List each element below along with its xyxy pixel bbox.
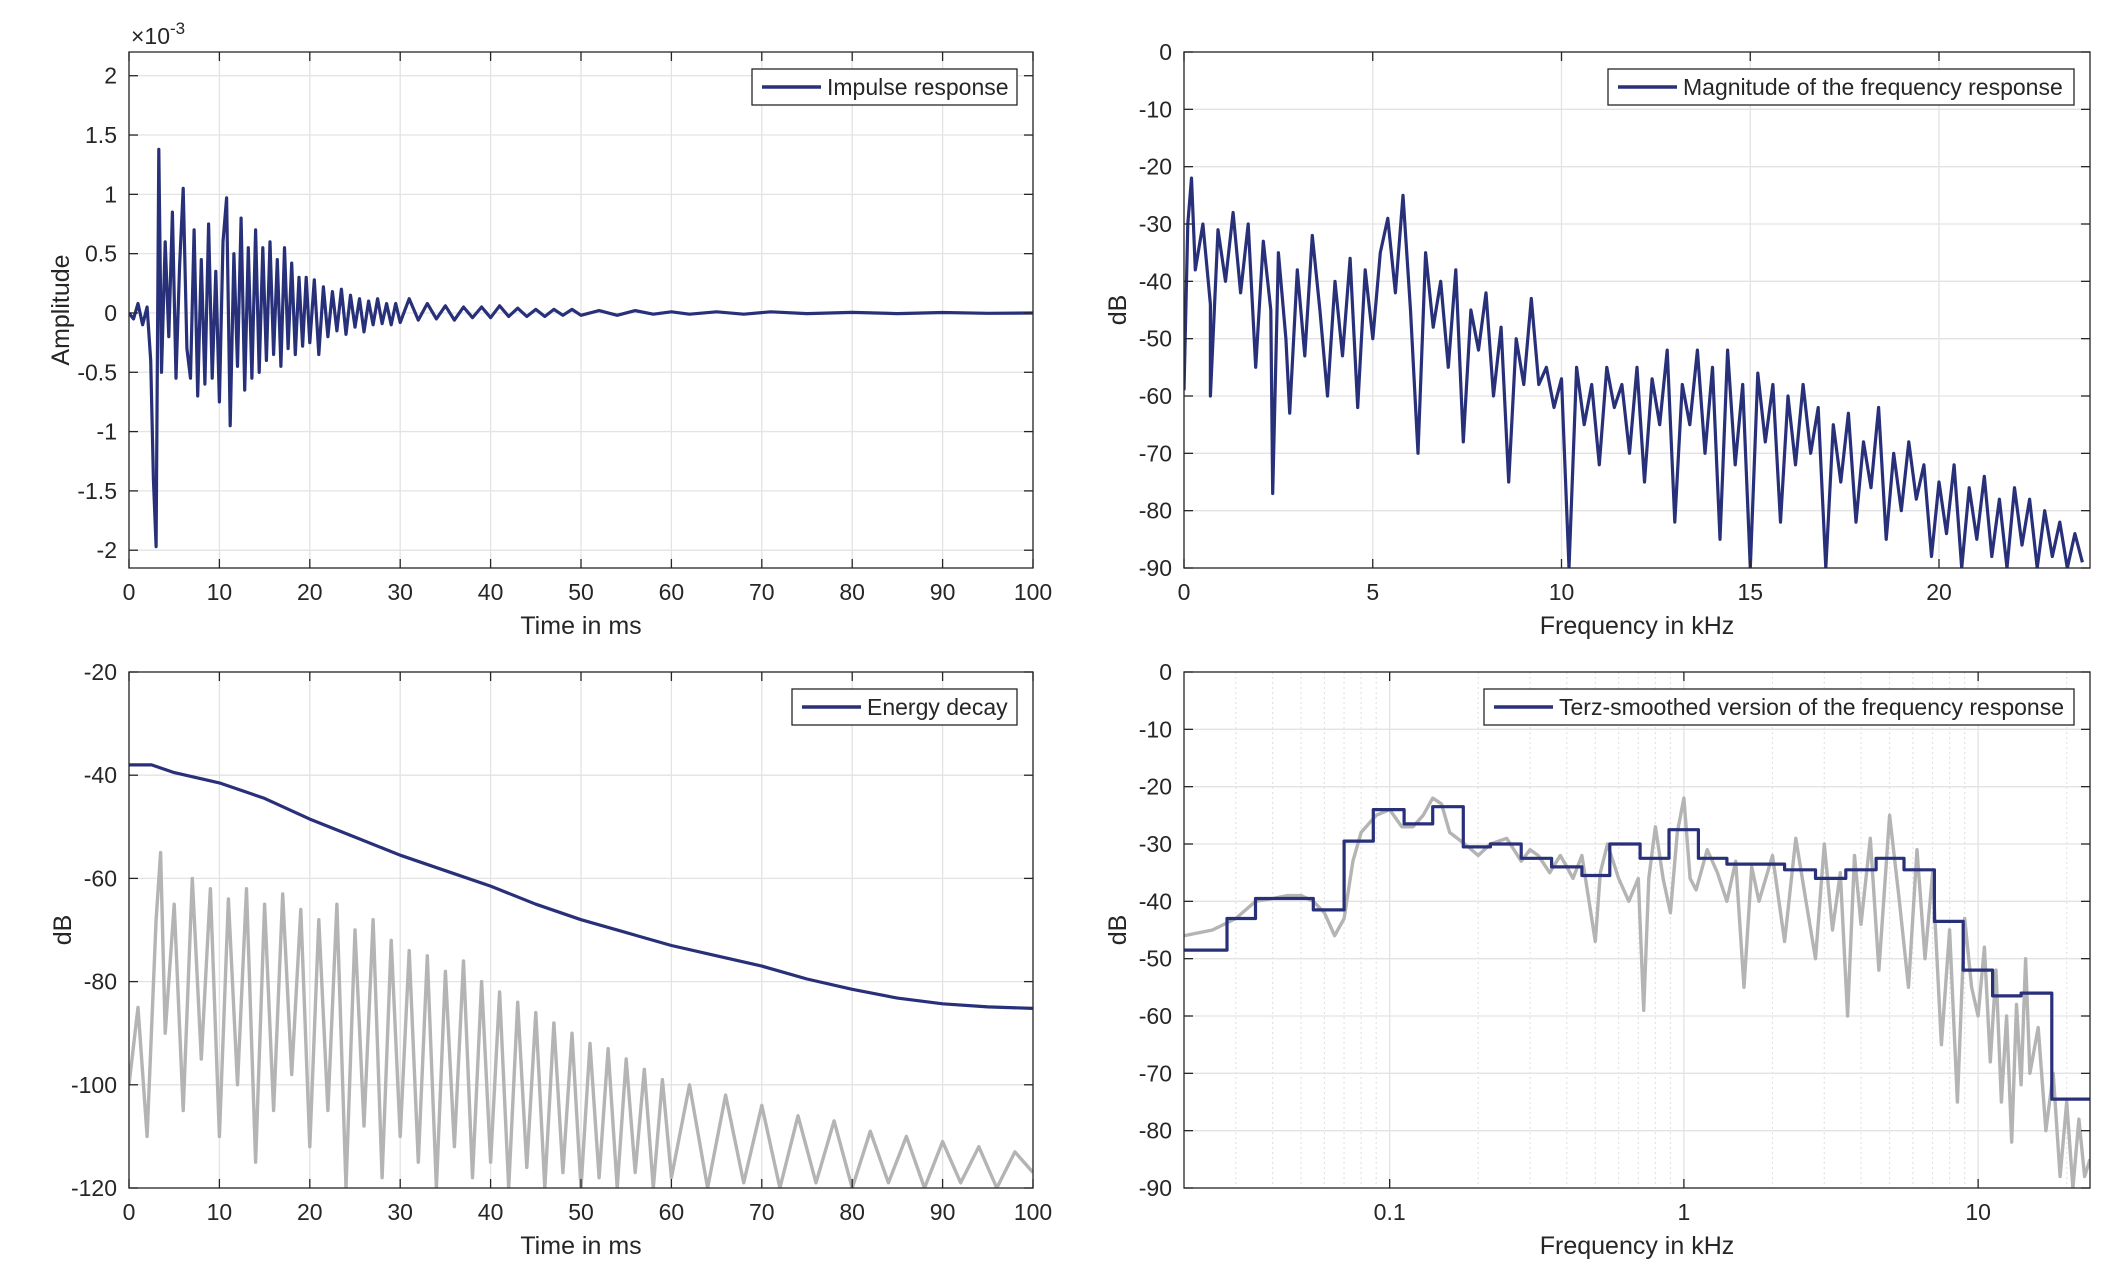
y-tick-label: -0.5 — [77, 359, 117, 385]
y-tick-label: -80 — [1139, 498, 1172, 524]
x-tick-label: 10 — [1549, 579, 1575, 605]
y-tick-label: 0 — [1159, 39, 1172, 65]
x-tick-label: 70 — [749, 1199, 775, 1225]
y-axis-label: Amplitude — [47, 254, 75, 365]
series-line-terz-smoothed-version-of-the-frequency-response — [1184, 805, 2090, 1101]
legend-label: Terz-smoothed version of the frequency r… — [1559, 694, 2064, 720]
x-tick-label: 0 — [123, 579, 136, 605]
y-tick-label: -90 — [1139, 555, 1172, 581]
x-tick-label: 100 — [1014, 579, 1052, 605]
chart-energy: 0 10 20 30 40 50 60 70 80 90 100 -20 -40 -60 -80 -100 -1… — [49, 659, 1052, 1260]
exponent-power: -3 — [170, 19, 185, 38]
x-tick-label: 50 — [568, 1199, 594, 1225]
x-tick-label: 100 — [1014, 1199, 1052, 1225]
chart-magnitude: 0 5 10 15 20 0 -10 -20 -30 -40 -50 -60 -70 -80 -90 Freq… — [1104, 39, 2091, 640]
axes-box — [1183, 51, 2091, 569]
x-tick-label: 80 — [839, 1199, 865, 1225]
x-tick-label: 0 — [1178, 579, 1191, 605]
x-tick-label: 10 — [207, 579, 233, 605]
legend-box — [1483, 688, 2075, 726]
x-tick-label: 90 — [930, 579, 956, 605]
x-tick-label: 90 — [930, 1199, 956, 1225]
y-tick-label: 1.5 — [85, 122, 117, 148]
y-tick-label: -50 — [1139, 326, 1172, 352]
x-tick-label: 10 — [1965, 1199, 1991, 1225]
y-tick-label: -80 — [1139, 1118, 1172, 1144]
y-tick-label: -1 — [97, 419, 117, 445]
x-tick-label: 20 — [297, 579, 323, 605]
y-tick-label: -60 — [84, 865, 117, 891]
y-tick-label: -30 — [1139, 831, 1172, 857]
legend: Impulse response — [751, 68, 1018, 106]
x-tick-label: 30 — [387, 579, 413, 605]
x-tick-label: 60 — [659, 579, 685, 605]
x-tick-label: 70 — [749, 579, 775, 605]
legend: Energy decay — [791, 688, 1018, 726]
y-axis-label: dB — [49, 915, 77, 946]
series-line-impulse-response — [129, 147, 1033, 549]
x-tick-label: 20 — [297, 1199, 323, 1225]
legend: Magnitude of the frequency response — [1607, 68, 2075, 106]
y-tick-label: -40 — [1139, 268, 1172, 294]
chart-terz: 0.1 1 10 0 -10 -20 -30 -40 -50 -60 -70 -80 -90 Freque… — [1104, 659, 2091, 1260]
x-tick-label: 20 — [1926, 579, 1952, 605]
y-tick-label: -40 — [84, 762, 117, 788]
x-axis-label: Frequency in kHz — [1540, 612, 1735, 640]
y-tick-label: -1.5 — [77, 478, 117, 504]
x-tick-label: 0 — [123, 1199, 136, 1225]
y-tick-label: 2 — [104, 63, 117, 89]
y-tick-label: -50 — [1139, 946, 1172, 972]
y-tick-label: -30 — [1139, 211, 1172, 237]
y-tick-label: -10 — [1139, 716, 1172, 742]
axes-box — [1183, 671, 2091, 1189]
y-tick-label: -70 — [1139, 1060, 1172, 1086]
y-tick-label: 1 — [104, 181, 117, 207]
y-tick-label: -100 — [71, 1072, 117, 1098]
x-tick-label: 50 — [568, 579, 594, 605]
legend-label: Magnitude of the frequency response — [1683, 74, 2063, 100]
y-tick-label: -80 — [84, 969, 117, 995]
x-axis-label: Frequency in kHz — [1540, 1232, 1735, 1260]
y-tick-label: -20 — [1139, 154, 1172, 180]
y-tick-label: -20 — [1139, 774, 1172, 800]
series-line-energy-decay — [129, 763, 1033, 1010]
legend: Terz-smoothed version of the frequency r… — [1483, 688, 2075, 726]
y-tick-label: -2 — [97, 537, 117, 563]
y-tick-label: -90 — [1139, 1175, 1172, 1201]
x-tick-label: 80 — [839, 579, 865, 605]
exponent-base: ×10 — [131, 23, 170, 49]
x-tick-label: 1 — [1677, 1199, 1690, 1225]
y-axis-label: dB — [1104, 915, 1132, 946]
y-tick-label: -120 — [71, 1175, 117, 1201]
y-exponent-label: ×10-3 — [131, 19, 185, 49]
x-tick-label: 40 — [478, 1199, 504, 1225]
y-tick-label: 0 — [104, 300, 117, 326]
y-tick-label: -70 — [1139, 440, 1172, 466]
y-tick-label: -10 — [1139, 96, 1172, 122]
legend-box — [1607, 68, 2075, 106]
x-tick-label: 0.1 — [1374, 1199, 1406, 1225]
legend-label: Impulse response — [827, 74, 1009, 100]
y-tick-label: -20 — [84, 659, 117, 685]
legend-label: Energy decay — [867, 694, 1008, 720]
x-tick-label: 10 — [207, 1199, 233, 1225]
y-tick-label: 0 — [1159, 659, 1172, 685]
x-tick-label: 30 — [387, 1199, 413, 1225]
x-axis-label: Time in ms — [520, 612, 641, 640]
x-tick-label: 60 — [659, 1199, 685, 1225]
y-axis-label: dB — [1104, 295, 1132, 326]
x-axis-label: Time in ms — [520, 1232, 641, 1260]
series-line-raw-0 — [129, 850, 1033, 1188]
x-tick-label: 5 — [1366, 579, 1379, 605]
y-tick-label: -40 — [1139, 888, 1172, 914]
x-tick-label: 15 — [1737, 579, 1763, 605]
x-tick-label: 40 — [478, 579, 504, 605]
y-tick-label: 0.5 — [85, 241, 117, 267]
series-line-magnitude-of-the-frequency-response — [1184, 176, 2084, 568]
y-tick-label: -60 — [1139, 383, 1172, 409]
y-tick-label: -60 — [1139, 1003, 1172, 1029]
chart-impulse: 0 10 20 30 40 50 60 70 80 90 100 2 1.5 1 0.5 0 -0.5 -1 -1.… — [47, 19, 1052, 640]
